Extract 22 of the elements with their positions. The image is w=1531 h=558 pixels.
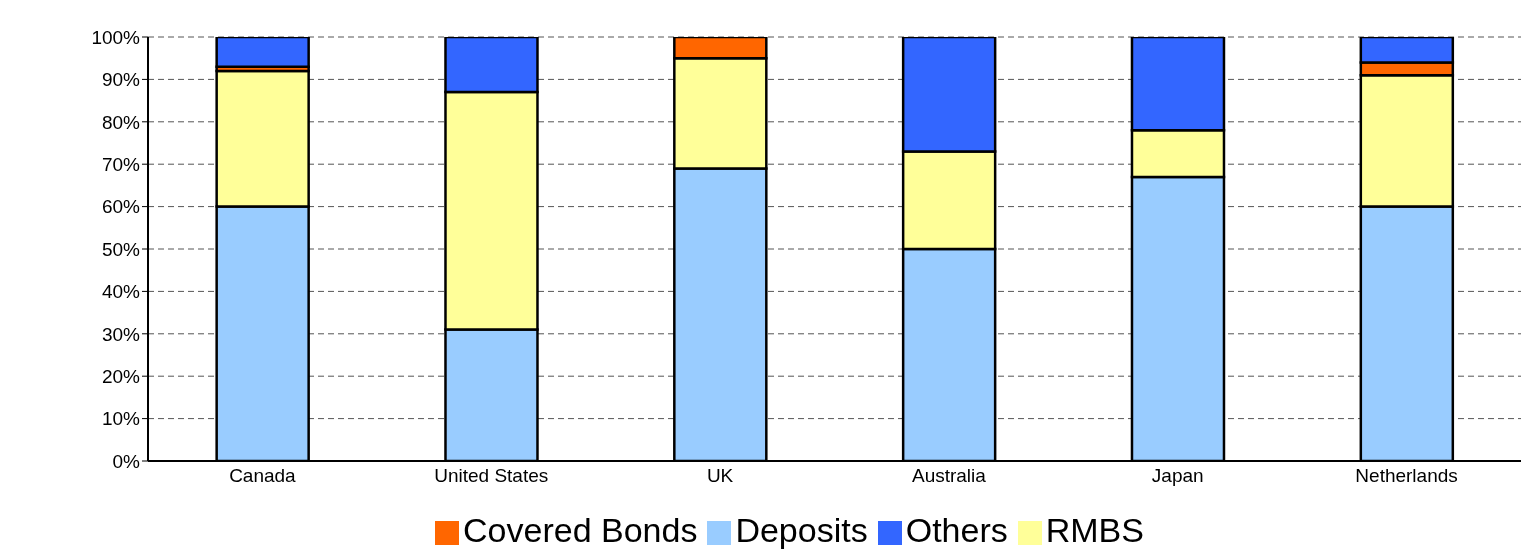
bar [215, 37, 310, 68]
y-tick-label: 90% [101, 69, 141, 91]
y-tick-label: 60% [101, 196, 141, 218]
x-tick-label: Netherlands [1355, 465, 1458, 487]
y-tick-label: 0% [112, 450, 141, 472]
legend-label: Others [905, 511, 1008, 549]
y-tick-label: 80% [101, 111, 141, 133]
legend-label: RMBS [1045, 511, 1144, 549]
x-tick-label: UK [706, 465, 734, 487]
legend-label: Deposits [735, 511, 868, 549]
x-tick-label: Australia [911, 465, 987, 487]
x-tick-label: United States [434, 465, 549, 487]
y-tick-label: 40% [101, 281, 141, 303]
legend-label: Covered Bonds [463, 511, 698, 549]
y-tick-label: 100% [91, 26, 141, 48]
y-tick-label: 50% [101, 238, 141, 260]
x-tick-label: Canada [229, 465, 297, 487]
y-tick-label: 30% [101, 323, 141, 345]
x-tick-label: Japan [1151, 465, 1204, 487]
y-tick-label: 70% [101, 153, 141, 175]
y-tick-label: 20% [101, 365, 141, 387]
y-tick-label: 10% [101, 408, 141, 430]
